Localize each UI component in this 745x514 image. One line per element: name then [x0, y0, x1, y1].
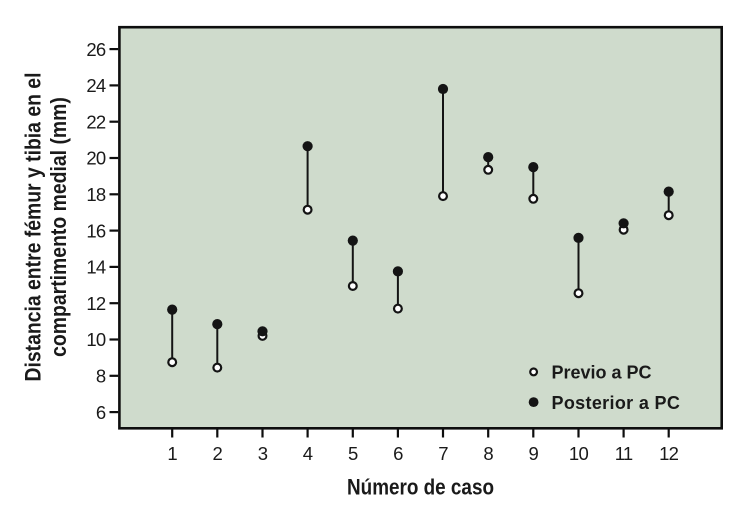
svg-text:26: 26 — [86, 39, 106, 60]
svg-text:11: 11 — [615, 443, 633, 464]
svg-text:5: 5 — [348, 443, 358, 464]
svg-text:9: 9 — [529, 443, 539, 464]
svg-text:10: 10 — [569, 443, 589, 464]
svg-text:16: 16 — [86, 220, 106, 241]
svg-text:10: 10 — [86, 329, 106, 350]
svg-text:8: 8 — [96, 366, 106, 387]
svg-text:4: 4 — [303, 443, 313, 464]
svg-text:7: 7 — [438, 443, 448, 464]
svg-text:Número de caso: Número de caso — [347, 475, 494, 500]
svg-text:6: 6 — [393, 443, 403, 464]
svg-text:18: 18 — [86, 184, 106, 205]
svg-text:Previo a PC: Previo a PC — [552, 362, 652, 382]
svg-text:Distancia entre fémur y tibia: Distancia entre fémur y tibia en el — [21, 73, 45, 382]
svg-text:2: 2 — [213, 443, 223, 464]
svg-text:compartimento medial (mm): compartimento medial (mm) — [47, 97, 71, 357]
svg-text:20: 20 — [86, 148, 106, 169]
svg-text:24: 24 — [86, 75, 106, 96]
svg-text:1: 1 — [167, 443, 177, 464]
svg-text:8: 8 — [483, 443, 493, 464]
svg-text:12: 12 — [86, 293, 106, 314]
svg-text:22: 22 — [86, 111, 106, 132]
svg-text:12: 12 — [659, 443, 679, 464]
svg-text:6: 6 — [96, 402, 106, 423]
svg-text:14: 14 — [86, 257, 106, 278]
svg-text:Posterior a PC: Posterior a PC — [552, 393, 681, 413]
svg-text:3: 3 — [258, 443, 268, 464]
